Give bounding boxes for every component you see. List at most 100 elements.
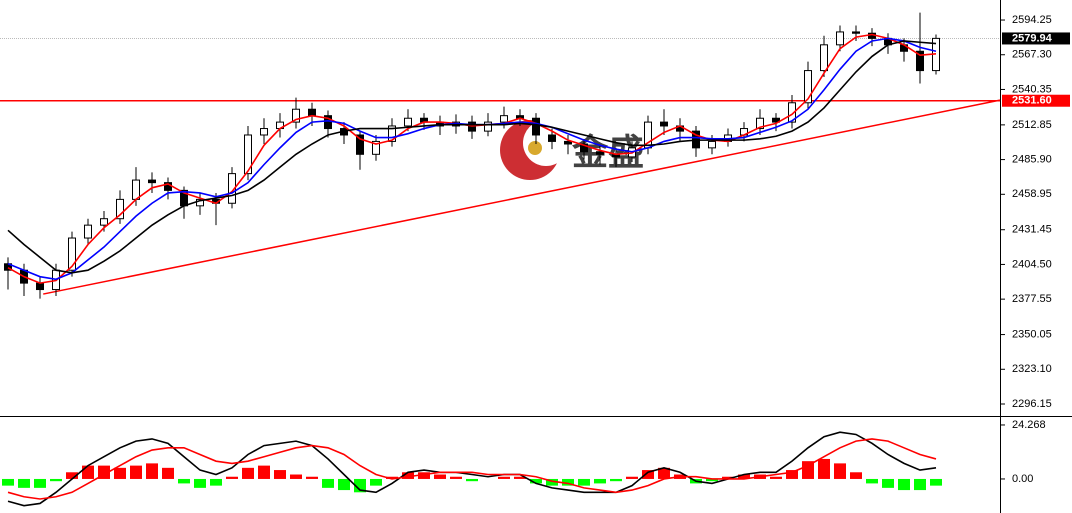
- macd-bar: [226, 476, 238, 479]
- candle-body: [116, 198, 124, 220]
- candle-body: [132, 179, 140, 200]
- macd-bar: [642, 470, 654, 479]
- macd-bar: [354, 478, 366, 493]
- y-tick-label: 2377.55: [1012, 293, 1052, 305]
- macd-bar: [66, 472, 78, 479]
- current-price-box: [1002, 32, 1070, 45]
- candle-body: [916, 50, 924, 72]
- level-box: [1002, 94, 1070, 107]
- candle-body: [484, 121, 492, 132]
- candle-body: [596, 151, 604, 155]
- y-tick-label: 2350.05: [1012, 328, 1052, 340]
- macd-bar: [546, 478, 558, 486]
- macd-bar: [194, 478, 206, 488]
- macd-bar: [786, 470, 798, 479]
- candle-body: [308, 108, 316, 117]
- current-price-label: 2579.94: [1012, 32, 1053, 44]
- candle-body: [660, 121, 668, 127]
- macd-bar: [242, 467, 254, 479]
- macd-bar: [306, 476, 318, 479]
- macd-bar: [610, 478, 622, 482]
- macd-bar: [322, 478, 334, 488]
- macd-bar: [562, 478, 574, 486]
- moving-average: [7, 33, 937, 284]
- y-tick-label: 2594.25: [1012, 14, 1052, 26]
- candle-body: [772, 117, 780, 123]
- macd-bar: [130, 465, 142, 479]
- candle-body: [148, 179, 156, 184]
- macd-line: [7, 438, 937, 500]
- macd-bar: [434, 474, 446, 479]
- candle-body: [564, 140, 572, 145]
- macd-bar: [258, 465, 270, 479]
- macd-bar: [450, 476, 462, 479]
- y-tick-label: 2485.90: [1012, 153, 1052, 165]
- macd-bar: [210, 478, 222, 486]
- candle-body: [788, 102, 796, 123]
- y-tick-label: 0.00: [1012, 473, 1033, 485]
- candle-body: [100, 218, 108, 226]
- macd-bar: [162, 467, 174, 479]
- macd-bar: [498, 476, 510, 479]
- macd-bar: [626, 476, 638, 479]
- macd-bar: [594, 478, 606, 484]
- candle-body: [756, 117, 764, 130]
- macd-bar: [850, 472, 862, 479]
- candle-body: [580, 143, 588, 153]
- macd-bar: [706, 478, 718, 482]
- y-tick-label: 2458.95: [1012, 188, 1052, 200]
- macd-bar: [402, 472, 414, 479]
- macd-bar: [514, 476, 526, 479]
- macd-bar: [370, 478, 382, 486]
- macd-bar: [18, 478, 30, 488]
- candle-body: [708, 140, 716, 149]
- candle-body: [388, 125, 396, 142]
- trendline: [43, 99, 1001, 295]
- candle-body: [836, 31, 844, 46]
- macd-bar: [146, 463, 158, 479]
- macd-bar: [114, 467, 126, 479]
- y-tick-label: 2540.35: [1012, 83, 1052, 95]
- candle-body: [404, 117, 412, 127]
- y-tick-label: 2567.30: [1012, 49, 1052, 61]
- macd-bar: [738, 474, 750, 479]
- logo-dot: [528, 141, 542, 155]
- macd-bar: [834, 463, 846, 479]
- macd-bar: [930, 478, 942, 486]
- macd-bar: [82, 465, 94, 479]
- macd-bar: [818, 458, 830, 479]
- y-tick-label: 2323.10: [1012, 363, 1052, 375]
- macd-bar: [466, 478, 478, 482]
- macd-bar: [866, 478, 878, 484]
- macd-bar: [770, 476, 782, 479]
- macd-bar: [178, 478, 190, 484]
- macd-bar: [914, 478, 926, 491]
- macd-bar: [898, 478, 910, 491]
- candle-body: [356, 134, 364, 155]
- y-tick-label: 2512.85: [1012, 119, 1052, 131]
- macd-bar: [658, 467, 670, 479]
- macd-bar: [50, 478, 62, 482]
- candle-body: [292, 108, 300, 123]
- candle-body: [260, 128, 268, 136]
- candle-body: [36, 282, 44, 291]
- macd-bar: [274, 470, 286, 479]
- candle-body: [244, 134, 252, 175]
- y-tick-label: 2431.45: [1012, 224, 1052, 236]
- candle-body: [820, 44, 828, 72]
- macd-line: [7, 431, 937, 507]
- level-label: 2531.60: [1012, 95, 1052, 107]
- candle-body: [548, 134, 556, 142]
- macd-bar: [290, 474, 302, 479]
- macd-bar: [418, 472, 430, 479]
- y-tick-label: 2404.50: [1012, 258, 1052, 270]
- macd-bar: [882, 478, 894, 488]
- macd-bar: [2, 478, 14, 486]
- macd-bar: [34, 478, 46, 488]
- macd-bar: [802, 461, 814, 479]
- candle-body: [500, 115, 508, 123]
- macd-bar: [722, 476, 734, 479]
